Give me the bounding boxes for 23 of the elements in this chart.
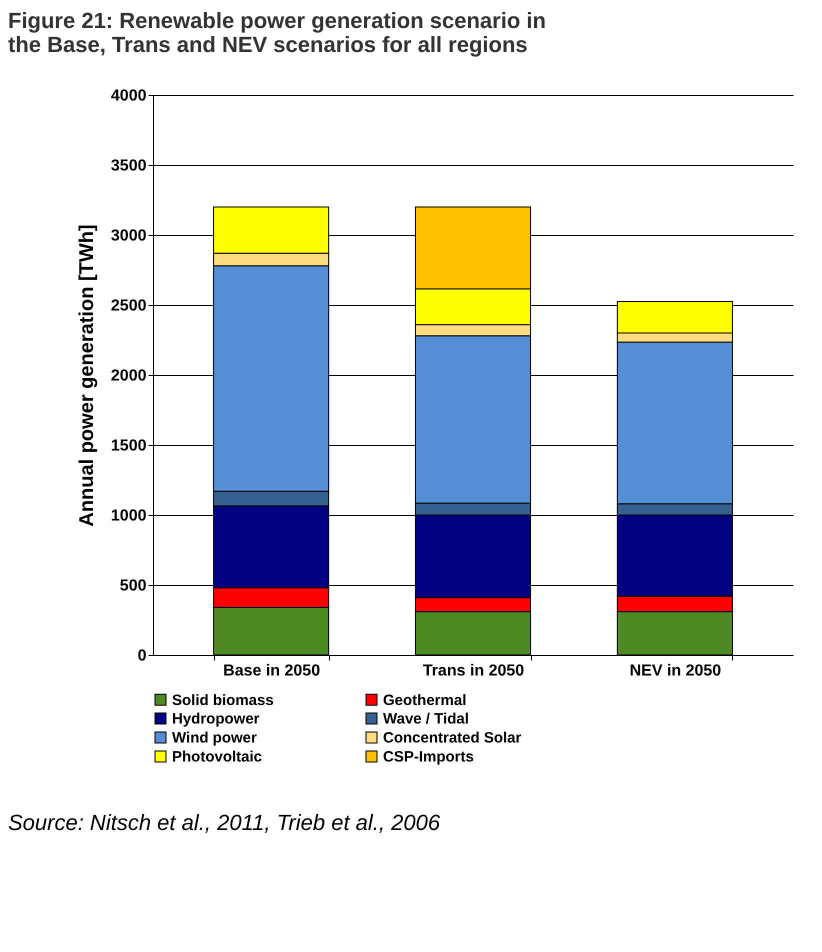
y-axis-title: Annual power generation [TWh]: [76, 224, 98, 527]
y-tick-label: 2500: [110, 298, 147, 314]
source-note: Source: Nitsch et al., 2011, Trieb et al., 2006: [8, 810, 441, 835]
x-tick-label: Base in 2050: [223, 662, 320, 680]
x-tick-label: NEV in 2050: [630, 662, 722, 680]
y-tick-label: 1000: [110, 508, 147, 524]
legend-label: Photovoltaic: [172, 748, 262, 766]
y-tick-label: 3000: [110, 228, 147, 244]
legend-label: Concentrated Solar: [383, 730, 522, 746]
y-tick-label: 2000: [110, 368, 147, 384]
y-tick-label: 4000: [110, 88, 147, 104]
y-tick-label: 3500: [110, 158, 147, 174]
y-tick-label: 500: [120, 578, 147, 594]
legend-label: Hydropower: [172, 710, 260, 728]
legend-label: Solid biomass: [172, 692, 274, 709]
legend-label: Geothermal: [383, 692, 466, 709]
y-tick-label: 0: [138, 648, 147, 664]
y-tick-label: 1500: [110, 438, 147, 454]
legend-label: CSP-Imports: [383, 748, 474, 766]
x-tick-label: Trans in 2050: [422, 662, 524, 680]
chart-title: Figure 21: Renewable power generation scenario in the Base, Trans and NEV scenarios for all regions: [8, 8, 546, 57]
legend-label: Wave / Tidal: [383, 710, 469, 728]
legend-label: Wind power: [172, 730, 258, 746]
